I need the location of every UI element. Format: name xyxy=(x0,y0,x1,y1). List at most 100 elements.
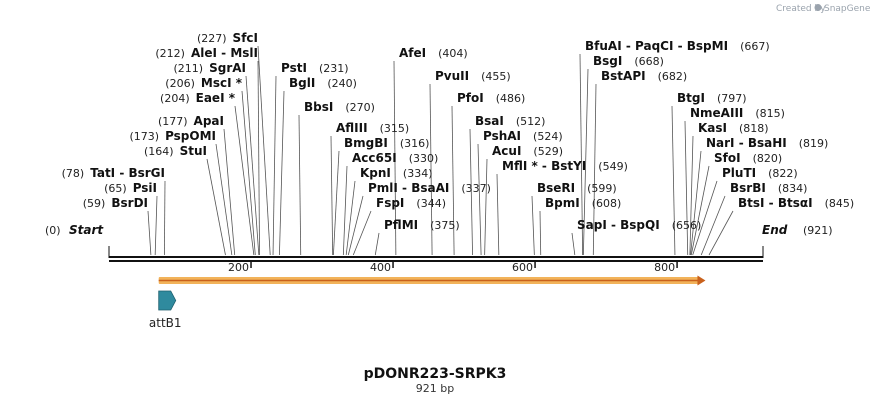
enzyme-name: BbsI xyxy=(304,100,333,114)
enzyme-site-alei-msli[interactable]: AleI - MslI (212) xyxy=(155,46,258,60)
enzyme-site-psti[interactable]: PstI (231) xyxy=(281,61,349,75)
cut-site-lines xyxy=(147,45,734,256)
enzyme-site-stui[interactable]: StuI (164) xyxy=(144,144,207,158)
enzyme-position: (815) xyxy=(755,107,785,120)
enzyme-site-fspi[interactable]: FspI (344) xyxy=(376,196,446,210)
enzyme-site-bpmi[interactable]: BpmI (608) xyxy=(545,196,621,210)
enzyme-name: BmgBI xyxy=(344,136,388,150)
enzyme-position: (608) xyxy=(592,197,622,210)
map-title: pDONR223-SRPK3 xyxy=(364,366,507,382)
enzyme-name: PshAI xyxy=(483,129,521,143)
cut-line-pspomi xyxy=(215,143,233,256)
feature-attb1[interactable]: attB1 xyxy=(149,290,182,330)
enzyme-site-pflmi[interactable]: PflMI (375) xyxy=(384,218,460,232)
enzyme-site-bstapi[interactable]: BstAPI (682) xyxy=(601,69,687,83)
cut-line-stui xyxy=(206,158,226,256)
enzyme-site-btgi[interactable]: BtgI (797) xyxy=(677,91,747,105)
cut-line-btsi-bts-i xyxy=(708,210,734,256)
enzyme-site-pvuii[interactable]: PvuII (455) xyxy=(435,69,511,83)
enzyme-site-bbsi[interactable]: BbsI (270) xyxy=(304,100,375,114)
axis-tick-label: 200 xyxy=(228,261,249,274)
cut-line-bpmi xyxy=(539,210,542,256)
enzyme-position: (512) xyxy=(516,115,546,128)
enzyme-site-sapi-bspqi[interactable]: SapI - BspQI (656) xyxy=(577,218,701,232)
enzyme-position: (330) xyxy=(409,152,439,165)
enzyme-name: BpmI xyxy=(545,196,580,210)
enzyme-site-pfoi[interactable]: PfoI (486) xyxy=(457,91,525,105)
enzyme-site-nari-bsahi[interactable]: NarI - BsaHI (819) xyxy=(706,136,828,150)
enzyme-name: FspI xyxy=(376,196,404,210)
enzyme-site-afliii[interactable]: AflIII (315) xyxy=(336,121,409,135)
enzyme-site-kpni[interactable]: KpnI (334) xyxy=(360,166,433,180)
enzyme-name: BseRI xyxy=(537,181,575,195)
cut-line-bseri xyxy=(531,195,535,256)
cut-line-afei xyxy=(393,60,397,256)
enzyme-site-bfuai-paqci-bspmi[interactable]: BfuAI - PaqCI - BspMI (667) xyxy=(585,39,770,53)
cut-line-apai xyxy=(223,128,236,256)
enzyme-site-bmgbi[interactable]: BmgBI (316) xyxy=(344,136,429,150)
enzyme-position: (599) xyxy=(587,182,617,195)
orf-arrowhead-icon xyxy=(697,275,706,286)
enzyme-position: (334) xyxy=(403,167,433,180)
enzyme-name: StuI xyxy=(180,144,207,158)
enzyme-site-kasi[interactable]: KasI (818) xyxy=(698,121,769,135)
cut-line-nmeaiii xyxy=(684,120,689,256)
enzyme-name: BsaI xyxy=(475,114,504,128)
enzyme-site-btsi-bts-i[interactable]: BtsI - BtsαI (845) xyxy=(738,196,854,210)
enzyme-position: (173) xyxy=(129,130,159,143)
enzyme-site-sfoi[interactable]: SfoI (820) xyxy=(714,151,782,165)
enzyme-site-sgrai[interactable]: SgrAI (211) xyxy=(174,61,247,75)
enzyme-site-bgli[interactable]: BglI (240) xyxy=(289,76,357,90)
enzyme-position: (206) xyxy=(165,77,195,90)
enzyme-position: (668) xyxy=(634,55,664,68)
enzyme-site-afei[interactable]: AfeI (404) xyxy=(399,46,468,60)
enzyme-name: PflMI xyxy=(384,218,418,232)
enzyme-position: (455) xyxy=(481,70,511,83)
enzyme-site-pspomi[interactable]: PspOMI (173) xyxy=(129,129,216,143)
enzyme-name: EaeI * xyxy=(196,91,236,105)
enzyme-site-msci[interactable]: MscI * (206) xyxy=(165,76,242,90)
enzyme-labels: SfcI (227)AleI - MslI (212) SgrAI (211)MscI … xyxy=(62,31,855,232)
enzyme-site-pshai[interactable]: PshAI (524) xyxy=(483,129,563,143)
enzyme-site-bsai[interactable]: BsaI (512) xyxy=(475,114,545,128)
enzyme-position: (524) xyxy=(533,130,563,143)
start-label: Start xyxy=(69,223,104,237)
enzyme-site-bseri[interactable]: BseRI (599) xyxy=(537,181,617,195)
enzyme-position: (227) xyxy=(197,32,227,45)
enzyme-position: (682) xyxy=(658,70,688,83)
enzyme-site-mfli-bstyi[interactable]: MflI * - BstYI (549) xyxy=(502,159,628,173)
enzyme-site-acc65i[interactable]: Acc65I (330) xyxy=(352,151,438,165)
cut-line-psti xyxy=(272,75,277,256)
enzyme-position: (819) xyxy=(799,137,829,150)
enzyme-site-pmli-bsaai[interactable]: PmlI - BsaAI (337) xyxy=(368,181,491,195)
enzyme-site-acui[interactable]: AcuI (529) xyxy=(492,144,563,158)
axis-ticks: 200 400 600 800 xyxy=(108,246,764,274)
snapgene-credit: Created by SnapGene xyxy=(776,4,871,14)
enzyme-site-psii[interactable]: PsiI (65) xyxy=(104,181,157,195)
enzyme-site-eaei[interactable]: EaeI * (204) xyxy=(160,91,236,105)
enzyme-name: Acc65I xyxy=(352,151,397,165)
axis-tick-label: 600 xyxy=(512,261,533,274)
enzyme-site-nmeaiii[interactable]: NmeAIII (815) xyxy=(690,106,785,120)
cut-line-tati-bsrgi xyxy=(163,180,166,256)
enzyme-site-tati-bsrgi[interactable]: TatI - BsrGI (78) xyxy=(62,166,165,180)
orf-arrow[interactable] xyxy=(158,275,706,286)
enzyme-name: PfoI xyxy=(457,91,484,105)
enzyme-name: PstI xyxy=(281,61,307,75)
enzyme-position: (315) xyxy=(380,122,410,135)
enzyme-position: (78) xyxy=(62,167,85,180)
enzyme-name: BstAPI xyxy=(601,69,646,83)
enzyme-name: BfuAI - PaqCI - BspMI xyxy=(585,39,728,53)
enzyme-name: BsrDI xyxy=(111,196,148,210)
enzyme-site-pluti[interactable]: PluTI (822) xyxy=(722,166,798,180)
enzyme-site-bsrbi[interactable]: BsrBI (834) xyxy=(730,181,807,195)
enzyme-name: BglI xyxy=(289,76,315,90)
enzyme-position: (212) xyxy=(155,47,185,60)
feature-label: attB1 xyxy=(149,316,182,330)
enzyme-site-sfci[interactable]: SfcI (227) xyxy=(197,31,258,45)
enzyme-site-apai[interactable]: ApaI (177) xyxy=(158,114,224,128)
enzyme-site-bsgi[interactable]: BsgI (668) xyxy=(593,54,664,68)
cut-line-pshai xyxy=(477,143,482,256)
enzyme-name: BtsI - BtsαI xyxy=(738,196,813,210)
enzyme-site-bsrdi[interactable]: BsrDI (59) xyxy=(83,196,148,210)
